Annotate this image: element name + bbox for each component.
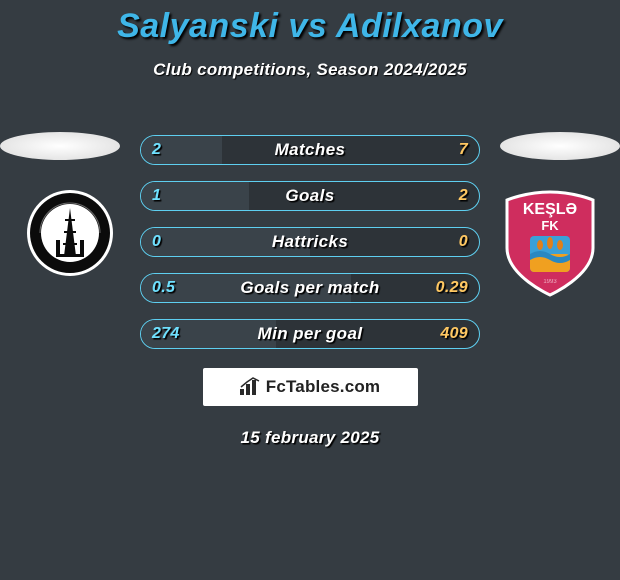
stat-left-value: 1 (152, 181, 161, 211)
oil-derrick-badge-icon (20, 190, 120, 290)
stat-row: Goals1 2 (140, 181, 480, 211)
kesle-shield-badge-icon: KEŞLƏ FK 1993 (500, 190, 600, 300)
comparison-body: KEŞLƏ FK 1993 Matches27Goa (0, 120, 620, 350)
team-left-badge (20, 190, 120, 290)
badge-sub-text: FK (541, 218, 559, 233)
stat-label: Matches (140, 135, 480, 165)
stat-label: Hattricks (140, 227, 480, 257)
stat-row: Matches2 7 (140, 135, 480, 165)
page-title: Salyanski vs Adilxanov (0, 7, 620, 46)
stat-right-value: 0.29 (436, 273, 468, 303)
stat-right-value: 7 (459, 135, 468, 165)
left-pedestal-ellipse (0, 132, 120, 160)
comparison-infographic: Salyanski vs Adilxanov Club competitions… (0, 0, 620, 580)
subtitle: Club competitions, Season 2024/2025 (0, 60, 620, 80)
svg-text:1993: 1993 (543, 279, 557, 285)
bar-chart-icon (240, 377, 262, 397)
stat-row: Hattricks0 0 (140, 227, 480, 257)
stat-left-value: 0 (152, 227, 161, 257)
stat-right-value: 2 (459, 181, 468, 211)
stat-left-value: 274 (152, 319, 180, 349)
stat-right-value: 0 (459, 227, 468, 257)
stat-left-value: 0.5 (152, 273, 175, 303)
stat-label: Goals (140, 181, 480, 211)
stat-right-value: 409 (440, 319, 468, 349)
stat-left-value: 2 (152, 135, 161, 165)
badge-top-text: KEŞLƏ (523, 201, 577, 218)
right-pedestal-ellipse (500, 132, 620, 160)
team-right-badge: KEŞLƏ FK 1993 (500, 190, 600, 290)
attribution-box[interactable]: FcTables.com (203, 368, 418, 406)
stats-column: Matches27Goals12Hattricks00Goals per mat… (140, 135, 480, 365)
date-text: 15 february 2025 (0, 428, 620, 448)
stat-label: Min per goal (140, 319, 480, 349)
stat-label: Goals per match (140, 273, 480, 303)
attribution-text: FcTables.com (266, 377, 381, 397)
stat-row: Goals per match0.5 0.29 (140, 273, 480, 303)
stat-row: Min per goal274 409 (140, 319, 480, 349)
